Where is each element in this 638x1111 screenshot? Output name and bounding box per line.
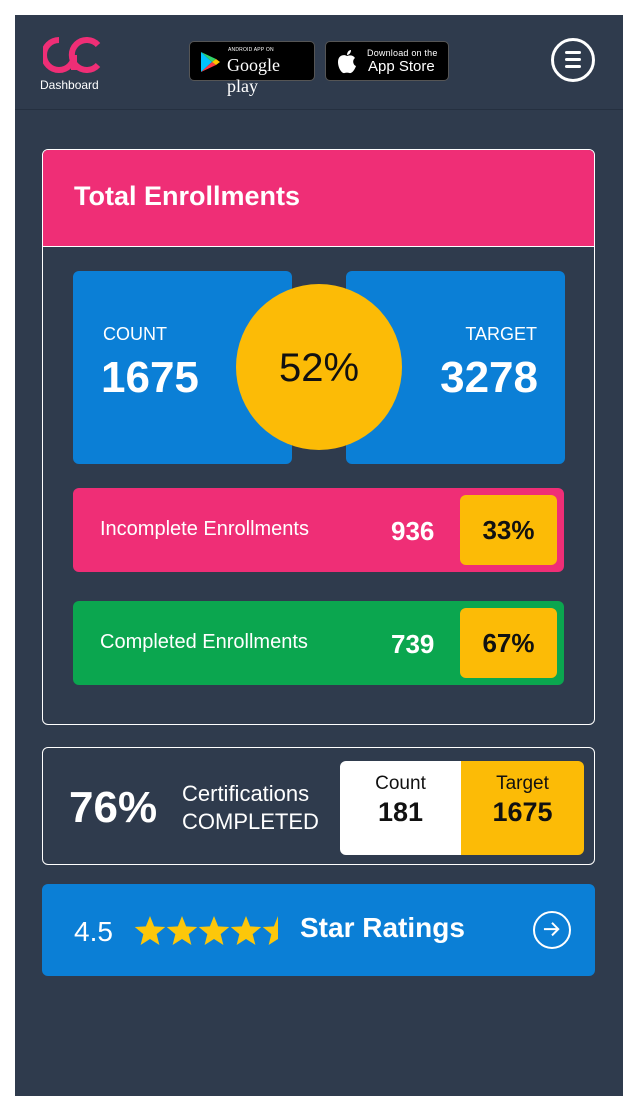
- google-play-small-text: ANDROID APP ON: [228, 47, 274, 53]
- certifications-count-box: Count 181: [340, 761, 461, 855]
- menu-line-icon: [565, 58, 581, 61]
- incomplete-label: Incomplete Enrollments: [100, 518, 309, 540]
- enrollment-percent: 52%: [278, 346, 360, 390]
- count-value: 1675: [101, 353, 199, 402]
- star-icon: [134, 916, 166, 945]
- star-icon: [262, 916, 278, 945]
- count-panel: COUNT 1675: [73, 271, 292, 464]
- logo-label: Dashboard: [40, 78, 99, 92]
- app-store-big-text: App Store: [368, 58, 435, 75]
- apple-icon: [338, 50, 356, 74]
- menu-line-icon: [565, 65, 581, 68]
- hamburger-menu-button[interactable]: [551, 38, 595, 82]
- certifications-card: 76% Certifications COMPLETED Count 181 T…: [42, 747, 595, 865]
- certifications-target-box: Target 1675: [461, 761, 584, 855]
- incomplete-value: 936: [391, 516, 435, 546]
- total-enrollments-card: Total Enrollments COUNT 1675 TARGET 3278…: [42, 149, 595, 725]
- star-rating-icons: [134, 916, 278, 945]
- enrollment-percent-circle: 52%: [236, 284, 402, 450]
- star-icon: [230, 916, 262, 945]
- menu-line-icon: [565, 51, 581, 54]
- completed-enrollments-bar[interactable]: Completed Enrollments 739 67%: [73, 601, 564, 685]
- google-play-button[interactable]: ANDROID APP ON Google play: [189, 41, 315, 96]
- cert-target-label: Target: [496, 773, 549, 794]
- card-title: Total Enrollments: [74, 181, 301, 211]
- completed-label: Completed Enrollments: [100, 631, 308, 653]
- cert-count-label: Count: [375, 773, 426, 794]
- rating-value: 4.5: [74, 916, 113, 947]
- target-value: 3278: [440, 353, 538, 402]
- top-header: Dashboard ANDROID APP ON Google play Dow…: [15, 15, 623, 110]
- card-header: Total Enrollments: [43, 150, 594, 247]
- google-play-big-text: Google play: [227, 55, 280, 96]
- app-store-button[interactable]: Download on the App Store: [325, 41, 449, 81]
- cert-target-value: 1675: [492, 797, 553, 827]
- star-ratings-bar[interactable]: 4.5 Star Ratings: [42, 884, 595, 976]
- certifications-percent: 76%: [69, 783, 158, 832]
- completed-percent: 67%: [460, 608, 557, 678]
- incomplete-enrollments-bar[interactable]: Incomplete Enrollments 936 33%: [73, 488, 564, 572]
- target-label: TARGET: [465, 324, 537, 344]
- star-icon: [166, 916, 198, 945]
- count-label: COUNT: [103, 324, 167, 344]
- certifications-status: COMPLETED: [182, 809, 319, 834]
- completed-value: 739: [391, 629, 435, 659]
- arrow-right-icon[interactable]: [533, 911, 571, 949]
- app-screen: Dashboard ANDROID APP ON Google play Dow…: [15, 15, 623, 1096]
- certifications-label: Certifications: [182, 781, 310, 806]
- incomplete-percent: 33%: [460, 495, 557, 565]
- app-store-small-text: Download on the: [367, 48, 438, 58]
- google-play-icon: [201, 52, 220, 72]
- cert-count-value: 181: [377, 797, 424, 827]
- rating-label: Star Ratings: [300, 912, 465, 943]
- logo-icon[interactable]: [43, 37, 101, 73]
- star-icon: [198, 916, 230, 945]
